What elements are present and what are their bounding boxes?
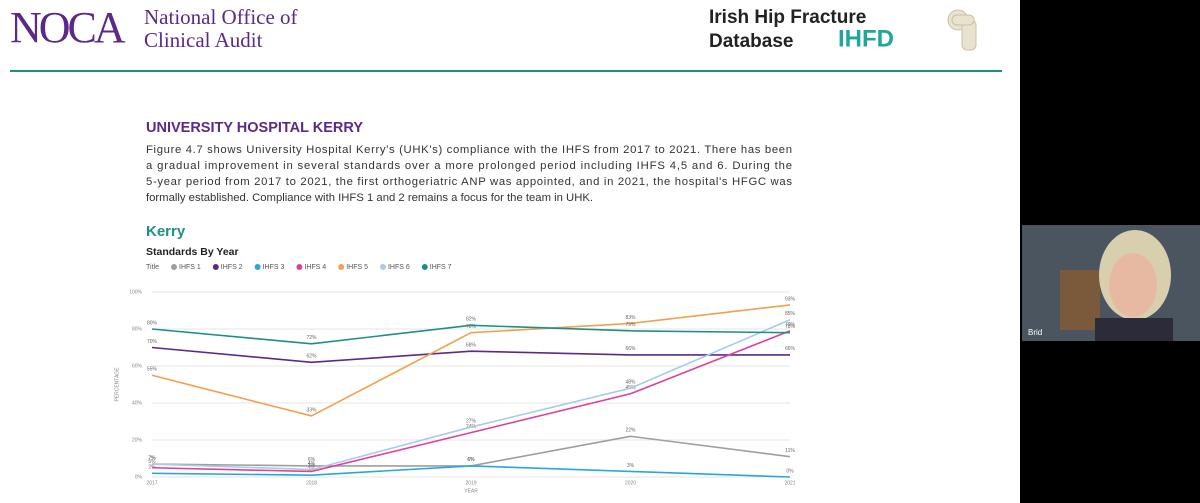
x-tick-label: 2019: [465, 480, 476, 486]
series-line: [151, 304, 791, 417]
legend-label: IHFS 4: [304, 264, 326, 271]
y-tick-label: 80%: [132, 326, 143, 332]
logo: NOCA: [10, 3, 126, 52]
data-label: 85%: [785, 311, 796, 317]
y-tick-label: 0%: [135, 474, 143, 480]
data-label: 6%: [467, 457, 475, 463]
data-label: 11%: [785, 448, 795, 454]
data-label: 27%: [466, 418, 477, 424]
org-name: Clinical Audit: [144, 28, 263, 52]
data-label: 55%: [147, 367, 158, 373]
section-title: UNIVERSITY HOSPITAL KERRY: [146, 120, 363, 136]
series-line: [151, 346, 790, 364]
legend-swatch: [379, 264, 386, 270]
data-label: 22%: [625, 428, 636, 434]
data-label: 82%: [466, 317, 477, 323]
paragraph-line: Figure 4.7 shows University Hospital Ker…: [146, 144, 792, 156]
legend-title: Title: [146, 264, 159, 271]
paragraph-line: formally established. Compliance with IH…: [146, 192, 593, 204]
legend-swatch: [171, 264, 177, 270]
background: [1060, 270, 1100, 330]
legend-swatch: [212, 264, 219, 270]
hip-icon: [947, 9, 977, 51]
x-tick-label: 2018: [306, 480, 317, 486]
x-tick-label: 2021: [784, 480, 795, 486]
slide: [0, 0, 1020, 503]
series-line: [151, 324, 791, 345]
data-label: 4%: [308, 461, 316, 467]
data-label: 66%: [785, 346, 796, 352]
series-line: [151, 330, 791, 473]
data-label: 5%: [148, 459, 156, 465]
legend-swatch: [421, 264, 428, 270]
series-line: [151, 465, 791, 478]
legend-label: IHFS 1: [179, 264, 201, 271]
y-tick-label: 60%: [132, 363, 143, 369]
y-tick-label: 100%: [129, 289, 142, 295]
data-label: 78%: [785, 324, 796, 330]
x-tick-label: 2017: [146, 480, 157, 486]
chart-subtitle: Standards By Year: [146, 246, 239, 258]
legend-swatch: [338, 264, 345, 270]
legend-label: IHFS 6: [388, 264, 410, 271]
db-abbr: IHFD: [838, 25, 894, 52]
y-tick-label: 40%: [132, 400, 143, 406]
legend-label: IHFS 7: [430, 264, 452, 271]
data-label: 66%: [625, 346, 636, 352]
data-label: 79%: [785, 322, 796, 328]
data-label: 70%: [147, 339, 158, 345]
data-label: 6%: [467, 457, 475, 463]
data-label: 0%: [786, 468, 794, 474]
legend-label: IHFS 2: [221, 264, 243, 271]
y-tick-label: 20%: [132, 437, 143, 443]
data-label: 7%: [148, 455, 156, 461]
x-tick-label: 2020: [625, 480, 636, 486]
data-label: 78%: [466, 324, 477, 330]
paragraph-line: a gradual improvement in several standar…: [146, 160, 792, 172]
data-label: 62%: [306, 354, 317, 360]
x-axis-label: YEAR: [464, 488, 478, 494]
data-label: 48%: [625, 380, 636, 386]
face: [1109, 253, 1157, 317]
data-label: 68%: [466, 343, 477, 349]
db-name: Database: [709, 31, 794, 52]
db-name: Irish Hip Fracture: [709, 7, 866, 28]
legend-label: IHFS 5: [346, 264, 368, 271]
data-label: 93%: [785, 296, 796, 302]
y-axis-label: PERCENTAGE: [114, 367, 120, 402]
shirt: [1095, 318, 1173, 341]
data-label: 3%: [308, 463, 316, 469]
legend-swatch: [254, 264, 261, 270]
data-label: 7%: [148, 455, 156, 461]
series-line: [151, 319, 791, 471]
data-label: 80%: [147, 320, 158, 326]
legend-swatch: [296, 264, 303, 270]
data-label: 79%: [625, 322, 636, 328]
legend-label: IHFS 3: [263, 264, 285, 271]
chart-title: Kerry: [146, 223, 186, 240]
data-label: 6%: [308, 457, 316, 463]
data-label: 3%: [627, 463, 635, 469]
data-label: 33%: [306, 407, 317, 413]
data-label: 72%: [306, 335, 317, 341]
data-label: 83%: [625, 315, 636, 321]
org-name: National Office of: [144, 5, 298, 29]
participant-name: Brid: [1028, 328, 1042, 337]
paragraph-line: 5-year period from 2017 to 2021, the fir…: [146, 176, 792, 188]
